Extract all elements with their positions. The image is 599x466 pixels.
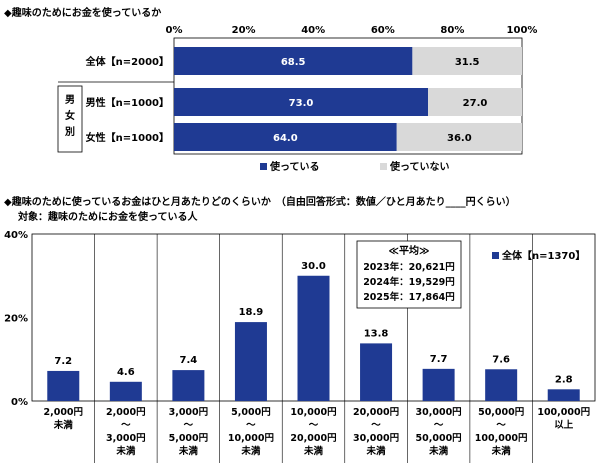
bar-segment <box>174 88 429 116</box>
category-label: 100,000円 <box>475 433 528 444</box>
data-label: 7.2 <box>54 356 72 367</box>
data-label: 7.7 <box>430 354 448 365</box>
category-label: 未満 <box>53 419 74 431</box>
data-label: 7.6 <box>492 354 510 365</box>
category-label: ～ <box>184 420 194 431</box>
category-label: 2,000円 <box>106 407 146 418</box>
bar-segment <box>412 47 522 75</box>
bar <box>485 369 518 401</box>
section2-title: ◆趣味のために使っているお金はひと月あたりどのくらいか （自由回答形式：数値／ひ… <box>4 197 516 208</box>
bar-segment <box>396 123 522 151</box>
category-label: 20,000円 <box>353 407 399 418</box>
bar <box>547 389 580 401</box>
category-label: 未満 <box>178 445 199 457</box>
category-label: 20,000円 <box>290 433 336 444</box>
average-box <box>356 240 462 309</box>
legend-swatch <box>492 252 499 259</box>
category-label: 女性【n=1000】 <box>86 131 169 144</box>
data-label: 68.5 <box>281 57 306 68</box>
category-label: 5,000円 <box>231 407 271 418</box>
data-label: 36.0 <box>447 133 472 144</box>
category-label: 男性【n=1000】 <box>86 96 169 109</box>
category-label: ～ <box>309 420 319 431</box>
data-label: 2.8 <box>555 374 573 385</box>
bar-segment <box>174 123 397 151</box>
category-label: 50,000円 <box>416 433 462 444</box>
category-label: 3,000円 <box>106 433 146 444</box>
category-label: 30,000円 <box>353 433 399 444</box>
bar <box>109 381 142 401</box>
category-label: 10,000円 <box>290 407 336 418</box>
data-label: 31.5 <box>455 57 480 68</box>
stacked-bar-chart: 0% 20% 40% 60% 80% 100% 全体【n=2000】 68.5 31.5 男性【n… <box>57 25 538 173</box>
average-line: 2023年：20,621円 <box>363 261 455 273</box>
category-label: 未満 <box>115 445 136 457</box>
category-label: ～ <box>246 420 256 431</box>
data-label: 30.0 <box>301 261 326 272</box>
average-title: ≪平均≫ <box>389 244 430 257</box>
legend-swatch <box>380 163 387 170</box>
legend-swatch <box>260 163 267 170</box>
data-label: 7.4 <box>180 355 198 366</box>
bar-segment <box>428 88 522 116</box>
average-line: 2024年：19,529円 <box>363 276 455 288</box>
category-label: 未満 <box>303 445 324 457</box>
data-label: 18.9 <box>239 307 264 318</box>
bar <box>422 368 455 401</box>
x-tick-label: 40% <box>301 25 325 36</box>
data-label: 4.6 <box>117 367 135 378</box>
bar <box>172 370 205 401</box>
bar <box>47 370 80 401</box>
category-label: 未満 <box>491 445 512 457</box>
category-label: 2,000円 <box>43 407 83 418</box>
category-label: 5,000円 <box>169 433 209 444</box>
category-label: 10,000円 <box>228 433 274 444</box>
data-label: 73.0 <box>289 98 314 109</box>
x-tick-label: 80% <box>440 25 464 36</box>
legend-label: 使っていない <box>389 160 450 173</box>
x-tick-label: 100% <box>507 25 538 36</box>
bar <box>360 343 393 401</box>
group-label-char: 男 <box>65 94 75 106</box>
y-tick-label: 0% <box>11 397 28 408</box>
bar-segment <box>174 47 413 75</box>
x-tick-label: 0% <box>166 25 183 36</box>
x-tick-label: 20% <box>232 25 256 36</box>
category-label: 未満 <box>428 445 449 457</box>
bar <box>297 275 330 401</box>
category-label: 全体【n=2000】 <box>85 55 169 68</box>
data-label: 64.0 <box>273 133 298 144</box>
category-label: 50,000円 <box>478 407 524 418</box>
legend-label: 使っている <box>269 160 320 173</box>
y-tick-label: 20% <box>4 314 28 325</box>
category-label: 以上 <box>554 419 574 431</box>
section1-title: ◆趣味のためにお金を使っているか <box>4 8 162 19</box>
category-label: 30,000円 <box>416 407 462 418</box>
category-label: ～ <box>371 420 381 431</box>
category-label: 未満 <box>240 445 261 457</box>
category-label: ～ <box>496 420 506 431</box>
category-label: ～ <box>434 420 444 431</box>
group-label-char: 女 <box>65 109 75 122</box>
group-label-char: 別 <box>64 125 75 138</box>
data-label: 13.8 <box>364 328 389 339</box>
y-tick-label: 40% <box>4 230 28 241</box>
x-tick-label: 60% <box>371 25 395 36</box>
category-label: 未満 <box>366 445 387 457</box>
average-line: 2025年：17,864円 <box>363 291 455 303</box>
data-label: 27.0 <box>463 98 488 109</box>
category-label: 100,000円 <box>537 407 590 418</box>
bar <box>234 322 267 401</box>
legend-label: 全体【n=1370】 <box>501 249 585 262</box>
category-label: ～ <box>121 420 131 431</box>
group-box <box>57 85 83 153</box>
section2-subtitle: 対象：趣味のためにお金を使っている人 <box>18 212 198 223</box>
category-label: 3,000円 <box>169 407 209 418</box>
